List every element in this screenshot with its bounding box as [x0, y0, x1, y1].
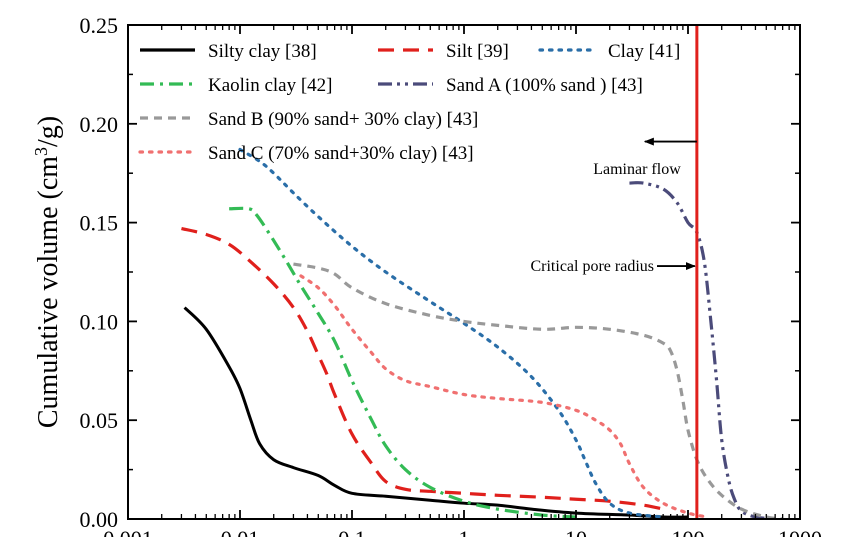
y-axis-label: Cumulative volume (cm3/g): [31, 116, 64, 428]
series-line-2: [181, 226, 664, 511]
plot-frame: [127, 24, 801, 520]
series-line-6: [293, 262, 783, 519]
critical-pore-radius-label: Critical pore radius: [530, 258, 654, 275]
laminar-flow-label: Laminar flow: [593, 161, 681, 178]
x-tick-label: 0.01: [221, 526, 260, 537]
annotations: Laminar flow Critical pore radius: [530, 137, 697, 275]
series-line-7: [299, 274, 710, 519]
x-tick-label: 1: [459, 526, 470, 537]
y-tick-label: 0.15: [80, 211, 119, 236]
legend-label-5: Sand A (100% sand ) [43]: [446, 75, 643, 96]
series-line-1: [183, 306, 689, 519]
y-tick-label: 0.00: [80, 507, 119, 532]
axes: 0.00 0.05 0.10 0.15 0.20 0.25 0.001 0.01 0.1 1 10 1…: [80, 13, 823, 537]
y-tick-label: 0.05: [80, 408, 119, 433]
legend-label-3: Clay [41]: [608, 41, 680, 62]
legend: Silty clay [38] Silt [39] Clay [41] Kaolin …: [138, 41, 680, 164]
series-line-4: [229, 206, 577, 519]
x-tick-label: 1000: [778, 526, 822, 537]
series-line-5: [629, 181, 776, 519]
x-tick-label: 100: [672, 526, 705, 537]
series-line-3: [238, 147, 665, 519]
legend-label-7: Sand C (70% sand+30% clay) [43]: [208, 143, 474, 164]
y-axis-label-superscript: 3: [31, 147, 51, 156]
legend-label-4: Kaolin clay [42]: [208, 75, 333, 96]
x-tick-label: 0.1: [338, 526, 366, 537]
legend-label-2: Silt [39]: [446, 41, 509, 62]
legend-label-6: Sand B (90% sand+ 30% clay) [43]: [208, 109, 478, 130]
x-tick-label: 0.001: [103, 526, 153, 537]
plot-area: [181, 25, 783, 519]
x-tick-label: 10: [565, 526, 587, 537]
y-tick-label: 0.10: [80, 309, 119, 334]
legend-label-1: Silty clay [38]: [208, 41, 317, 62]
y-tick-label: 0.25: [80, 13, 119, 38]
y-tick-label: 0.20: [80, 112, 119, 137]
